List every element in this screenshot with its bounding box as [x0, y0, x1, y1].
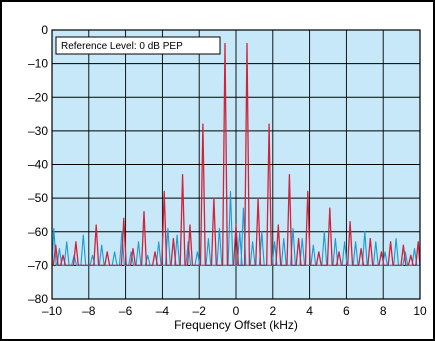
spectrum-chart: 0–10–20–30–40–50–60–70–80 –10 –8 –6 –4 –2 0 2 4… — [28, 23, 427, 332]
y-tick-label: –30 — [28, 124, 48, 138]
y-tick-label: –40 — [28, 158, 48, 172]
x-axis-title: Frequency Offset (kHz) — [174, 318, 298, 332]
x-tick-label: 10 — [413, 304, 427, 318]
x-tick-label: 8 — [380, 304, 387, 318]
y-tick-label: –60 — [28, 225, 48, 239]
series-line-2 — [51, 190, 420, 266]
y-tick-label: –50 — [28, 191, 48, 205]
y-tick-label: –80 — [28, 292, 48, 306]
y-tick-label: –20 — [28, 90, 48, 104]
x-tick-label: 6 — [343, 304, 350, 318]
x-tick-label: –10 — [42, 304, 62, 318]
y-tick-label: 0 — [41, 23, 48, 37]
x-tick-label: –6 — [119, 304, 133, 318]
y-tick-label: –70 — [28, 258, 48, 272]
x-axis: –10 –8 –6 –4 –2 0 2 4 6 8 10 — [42, 304, 427, 318]
series-line-1 — [52, 42, 421, 267]
y-axis: 0 –10 –20 –30 –40 –50 –60 –70 –80 — [28, 23, 48, 306]
x-tick-label: –8 — [82, 304, 96, 318]
plot-frame — [51, 29, 421, 300]
series-layer — [51, 42, 421, 267]
x-tick-label: –4 — [156, 304, 170, 318]
x-tick-label: 0 — [233, 304, 240, 318]
annotation-text: Reference Level: 0 dB PEP — [61, 41, 183, 52]
reference-level-annotation: Reference Level: 0 dB PEP — [55, 36, 221, 55]
x-tick-label: 4 — [306, 304, 313, 318]
x-tick-label: 2 — [269, 304, 276, 318]
annotation-box — [55, 36, 221, 55]
y-tick-label: –10 — [28, 57, 48, 71]
x-tick-label: –2 — [193, 304, 207, 318]
